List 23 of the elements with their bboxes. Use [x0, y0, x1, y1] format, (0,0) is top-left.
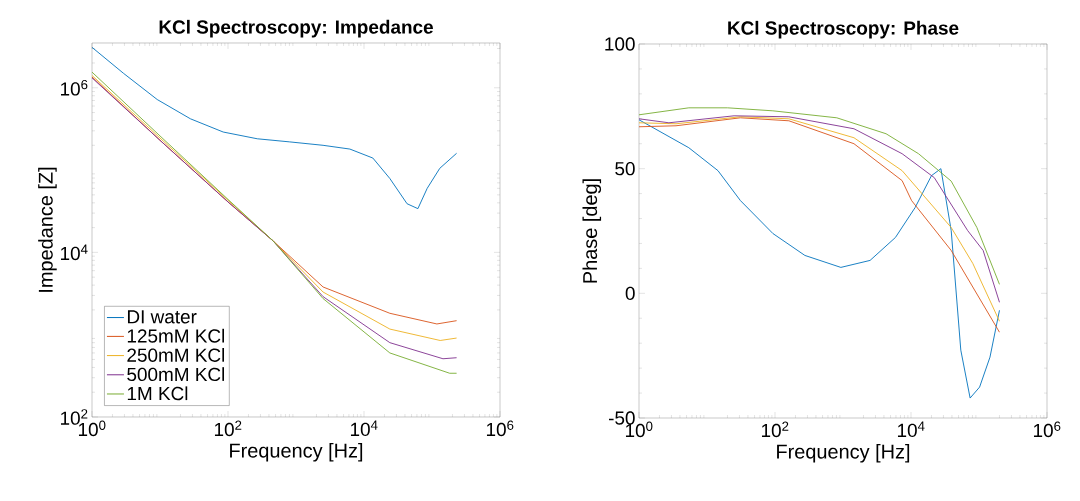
y-tick-label: 50: [615, 161, 635, 176]
y-axis-title: Impedance [Z]: [38, 167, 57, 292]
legend-label: 500mM KCl: [127, 367, 225, 382]
x-tick-label: 10$^{6}$: [1033, 421, 1061, 438]
x-tick-label: 10$^{2}$: [214, 420, 242, 437]
y-tick-label: 0: [625, 286, 635, 301]
legend-label: 125mM KCl: [127, 328, 225, 343]
legend-label: DI water: [127, 310, 197, 324]
y-tick-label: 100: [605, 37, 635, 51]
y-axis-title: Phase [deg]: [582, 179, 602, 283]
legend-label: 250mM KCl: [127, 347, 225, 362]
chart-title: KCl Spectroscopy: Phase: [728, 20, 959, 39]
x-tick-label: 10$^{2}$: [761, 421, 789, 438]
x-axis-title: Frequency [Hz]: [777, 444, 910, 463]
x-tick-label: 10$^{4}$: [897, 421, 925, 438]
y-tick-label: -50: [608, 411, 635, 425]
x-tick-label: 10$^{6}$: [486, 420, 514, 437]
x-tick-label: 10$^{4}$: [350, 420, 378, 437]
x-axis-title: Frequency [Hz]: [230, 443, 363, 462]
y-tick-label: 10$^{6}$: [61, 79, 88, 96]
legend-label: 1M KCl: [127, 386, 188, 401]
chart-title: KCl Spectroscopy: Impedance: [159, 19, 433, 38]
y-tick-label: 10$^{4}$: [61, 244, 88, 261]
